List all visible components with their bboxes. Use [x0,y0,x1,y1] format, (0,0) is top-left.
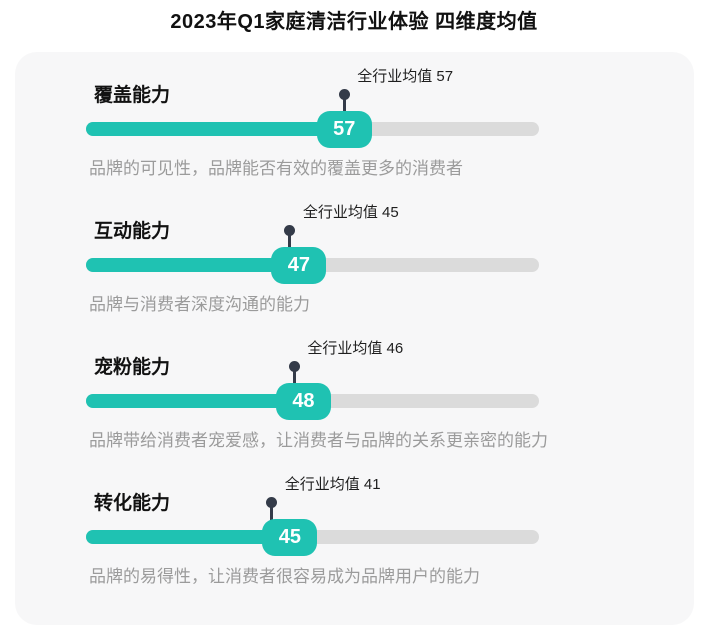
average-pin-icon [338,89,350,100]
average-pin-stem [288,231,292,250]
metric-description: 品牌的可见性，品牌能否有效的覆盖更多的消费者 [89,159,463,178]
average-pin-icon [288,361,300,372]
metric-row-conversion: 全行业均值 41 转化能力 45 品牌的易得性，让消费者很容易成为品牌用户的能力 [15,476,694,612]
metric-description: 品牌的易得性，让消费者很容易成为品牌用户的能力 [89,567,480,586]
slider-fill [86,394,304,408]
metric-description: 品牌与消费者深度沟通的能力 [89,295,310,314]
average-pin-icon [266,497,278,508]
slider-knob[interactable]: 45 [262,519,318,556]
metric-label: 宠粉能力 [94,357,171,378]
slider-knob[interactable]: 57 [316,111,372,148]
slider-fill [86,258,299,272]
metric-label: 互动能力 [94,221,171,242]
slider-knob[interactable]: 47 [271,247,327,284]
metric-row-interaction: 全行业均值 45 互动能力 47 品牌与消费者深度沟通的能力 [15,204,694,340]
average-pin-stem [292,367,296,386]
average-pin-stem [342,95,346,114]
slider-fill [86,530,290,544]
slider-knob[interactable]: 48 [275,383,331,420]
metric-row-coverage: 全行业均值 57 覆盖能力 57 品牌的可见性，品牌能否有效的覆盖更多的消费者 [15,68,694,204]
metric-label: 覆盖能力 [94,85,171,106]
average-pin-stem [270,503,274,522]
industry-average-label: 全行业均值 57 [357,68,454,85]
industry-average-label: 全行业均值 46 [307,340,404,357]
slider-fill [86,122,345,136]
metric-row-fan-favor: 全行业均值 46 宠粉能力 48 品牌带给消费者宠爱感，让消费者与品牌的关系更亲… [15,340,694,476]
industry-average-label: 全行业均值 45 [302,204,399,221]
page-title: 2023年Q1家庭清洁行业体验 四维度均值 [170,11,538,33]
industry-average-label: 全行业均值 41 [284,476,381,493]
metric-label: 转化能力 [94,493,171,514]
chart-card: 全行业均值 57 覆盖能力 57 品牌的可见性，品牌能否有效的覆盖更多的消费者 … [15,52,694,625]
metric-description: 品牌带给消费者宠爱感，让消费者与品牌的关系更亲密的能力 [89,431,548,450]
average-pin-icon [284,225,296,236]
